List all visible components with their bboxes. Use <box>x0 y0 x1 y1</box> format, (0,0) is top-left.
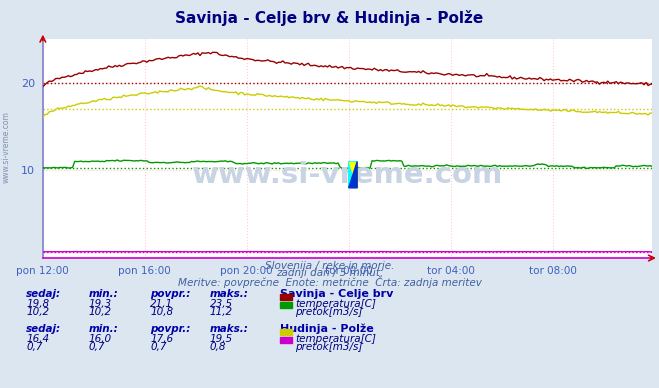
Text: 23,5: 23,5 <box>210 299 233 309</box>
Text: pretok[m3/s]: pretok[m3/s] <box>295 342 362 352</box>
Text: zadnji dan / 5 minut.: zadnji dan / 5 minut. <box>276 268 383 279</box>
Text: pretok[m3/s]: pretok[m3/s] <box>295 307 362 317</box>
Text: 19,8: 19,8 <box>26 299 49 309</box>
Text: 10,2: 10,2 <box>26 307 49 317</box>
Text: Slovenija / reke in morje.: Slovenija / reke in morje. <box>265 261 394 271</box>
Text: povpr.:: povpr.: <box>150 324 190 334</box>
Text: 16,0: 16,0 <box>89 334 112 344</box>
Text: 19,5: 19,5 <box>210 334 233 344</box>
Text: sedaj:: sedaj: <box>26 324 61 334</box>
Text: 0,7: 0,7 <box>89 342 105 352</box>
Text: Hudinja - Polže: Hudinja - Polže <box>280 324 374 334</box>
Text: 0,7: 0,7 <box>150 342 167 352</box>
Text: temperatura[C]: temperatura[C] <box>295 299 376 309</box>
Text: 10,8: 10,8 <box>150 307 173 317</box>
Text: www.si-vreme.com: www.si-vreme.com <box>192 161 503 189</box>
Text: maks.:: maks.: <box>210 324 248 334</box>
Text: Meritve: povprečne  Enote: metrične  Črta: zadnja meritev: Meritve: povprečne Enote: metrične Črta:… <box>177 276 482 288</box>
Text: 0,8: 0,8 <box>210 342 226 352</box>
Text: 10,2: 10,2 <box>89 307 112 317</box>
Polygon shape <box>349 161 357 188</box>
Text: povpr.:: povpr.: <box>150 289 190 299</box>
Text: 21,1: 21,1 <box>150 299 173 309</box>
Text: sedaj:: sedaj: <box>26 289 61 299</box>
Text: min.:: min.: <box>89 289 119 299</box>
Text: 19,3: 19,3 <box>89 299 112 309</box>
Text: min.:: min.: <box>89 324 119 334</box>
Text: www.si-vreme.com: www.si-vreme.com <box>2 111 11 184</box>
Text: 11,2: 11,2 <box>210 307 233 317</box>
Text: Savinja - Celje brv: Savinja - Celje brv <box>280 289 393 299</box>
Text: Savinja - Celje brv & Hudinja - Polže: Savinja - Celje brv & Hudinja - Polže <box>175 10 484 26</box>
Text: temperatura[C]: temperatura[C] <box>295 334 376 344</box>
Text: 0,7: 0,7 <box>26 342 43 352</box>
Text: 17,6: 17,6 <box>150 334 173 344</box>
Text: 16,4: 16,4 <box>26 334 49 344</box>
Polygon shape <box>349 161 357 188</box>
Polygon shape <box>349 161 357 188</box>
Text: maks.:: maks.: <box>210 289 248 299</box>
